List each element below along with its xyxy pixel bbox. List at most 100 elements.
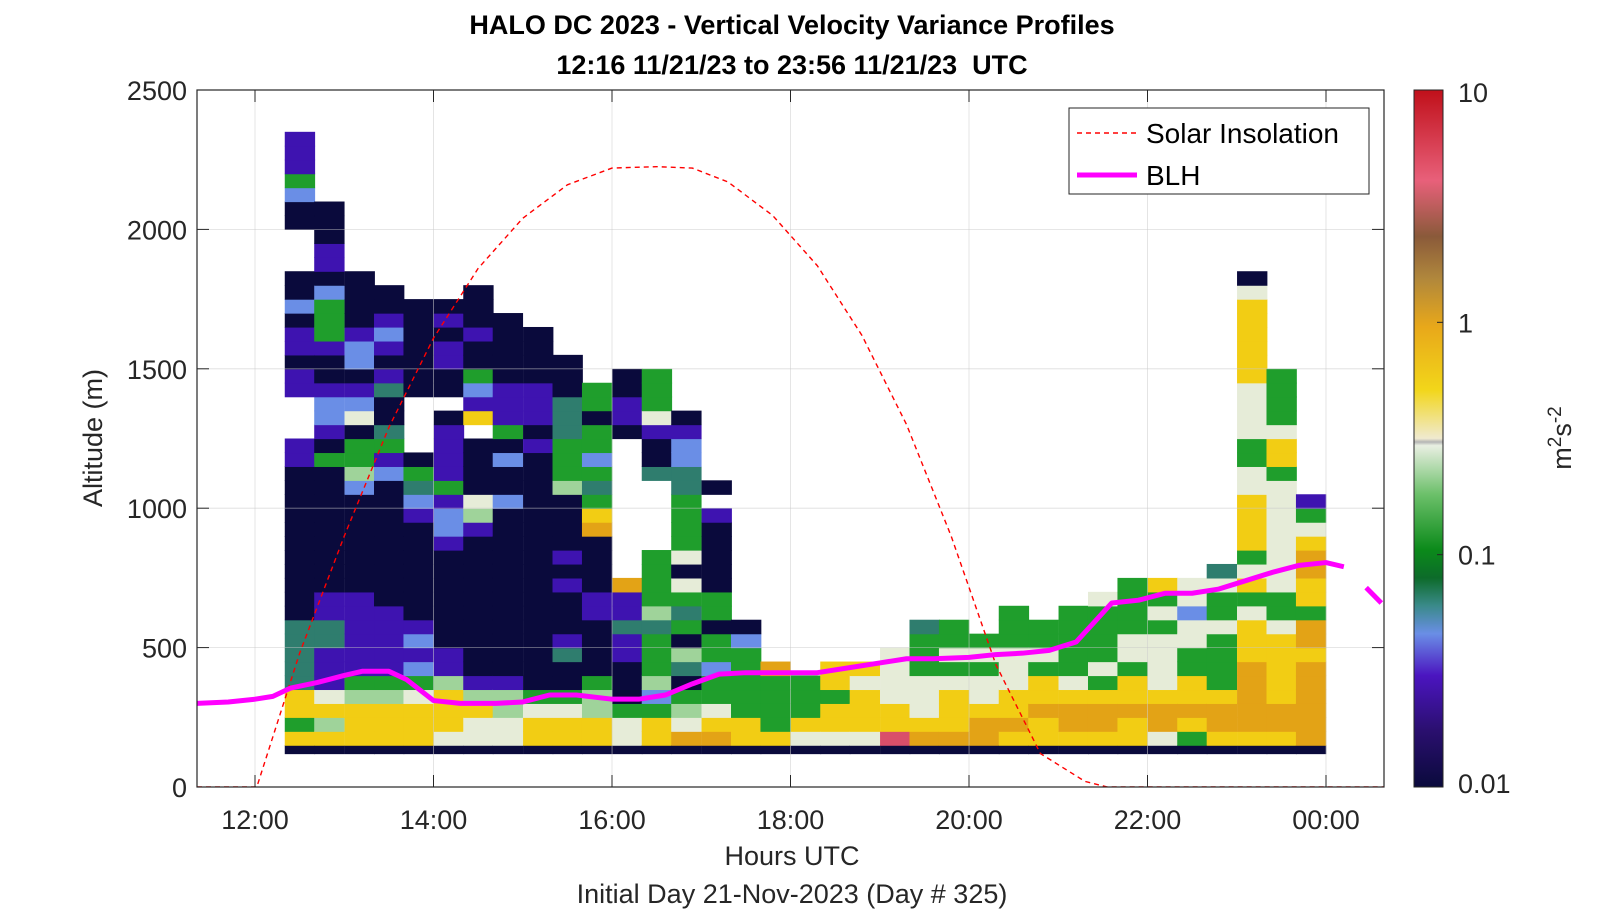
heatmap-cell [701,717,732,732]
heatmap-cell [284,299,316,314]
heatmap-cell [1206,647,1238,663]
heatmap-cell [314,271,345,286]
heatmap-cell [552,605,583,621]
heatmap-cell [849,703,881,718]
heatmap-cell [403,605,434,621]
heatmap-cell [284,689,316,704]
heatmap-cell [314,647,345,663]
heatmap-cell [1295,619,1327,635]
heatmap-cell [612,605,643,621]
heatmap-cell [403,675,434,691]
heatmap-cell [1177,689,1208,704]
heatmap-cell [552,354,583,370]
heatmap-cell [1087,717,1119,732]
heatmap-cell [374,326,405,342]
heatmap-cell [403,563,434,579]
chart-subtitle: 12:16 11/21/23 to 23:56 11/21/23 UTC [556,50,1027,80]
heatmap-cell [731,689,762,704]
legend-box [1068,107,1370,195]
heatmap-cell [1266,480,1297,495]
heatmap-cell [701,508,732,523]
solar-insolation-line [197,165,1384,787]
heatmap-cell [492,647,524,663]
heatmap-cell [938,689,970,704]
heatmap-cell [492,633,524,649]
heatmap-cell [433,550,465,565]
heatmap-cell [433,354,465,370]
heatmap-cell [1177,577,1208,593]
heatmap-cell [671,731,702,746]
heatmap-cell [492,591,524,607]
heatmap-cell [492,340,524,356]
heatmap-cell [492,313,524,328]
heatmap-cell [1237,536,1268,551]
heatmap-cell [1058,605,1089,621]
heatmap-cell [433,299,465,314]
heatmap-cell [492,480,524,495]
heatmap-cell [880,731,911,746]
heatmap-cell [552,480,583,495]
heatmap-cell [1237,271,1268,286]
heatmap-cell [581,703,613,718]
heatmap-cell [1117,703,1148,718]
heatmap-cell [671,410,702,426]
heatmap-cell [1177,717,1208,732]
heatmap-cell [344,340,375,356]
heatmap-cell [581,591,613,607]
heatmap-cell [701,577,732,593]
heatmap-cell [284,131,316,147]
heatmap-cell [523,717,554,732]
heatmap-cell [314,577,345,593]
heatmap-cell [671,647,702,663]
heatmap-cell [1237,340,1268,356]
heatmap-cell [880,745,911,755]
legend: Solar Insolation BLH [1068,107,1370,195]
heatmap-cell [492,675,524,691]
heatmap-cell [581,717,613,732]
heatmap-cell [314,619,345,635]
heatmap-cell [344,466,375,481]
heatmap-cell [284,591,316,607]
heatmap-cell [552,410,583,426]
heatmap-cell [820,675,851,691]
heatmap-cell [760,675,791,691]
heatmap-cell [492,563,524,579]
heatmap-cell [760,717,791,732]
heatmap-cell [552,550,583,565]
heatmap-cell [641,550,673,565]
heatmap-cell [552,717,583,732]
heatmap-cell [1295,745,1327,755]
heatmap-cell [463,452,494,467]
heatmap-cell [463,703,494,718]
heatmap-cell [1058,731,1089,746]
heatmap-cell [314,243,345,258]
heatmap-cell [1266,647,1297,663]
heatmap-cell [938,703,970,718]
heatmap-cell [969,675,1000,691]
heatmap-cell [1206,661,1238,677]
heatmap-cell [314,661,345,677]
heatmap-cell [403,661,434,677]
heatmap-cell [374,410,405,426]
heatmap-cell [671,466,702,481]
heatmap-cell [641,466,673,481]
heatmap-cell [284,605,316,621]
heatmap-cell [403,745,434,755]
heatmap-cell [523,480,554,495]
heatmap-cell [403,522,434,537]
heatmap-cell [284,215,316,230]
heatmap-cell [641,591,673,607]
heatmap-cell [880,717,911,732]
heatmap-cell [969,689,1000,704]
heatmap-cell [1177,605,1208,621]
heatmap-cell [463,340,494,356]
heatmap-cell [641,563,673,579]
heatmap-cell [671,508,702,523]
heatmap-cell [463,285,494,300]
heatmap-cell [1206,591,1238,607]
heatmap-cell [284,522,316,537]
heatmap-cell [1266,577,1297,593]
heatmap-cell [1266,591,1297,607]
heatmap-cell [1295,522,1327,537]
colorbar-tick-label: 1 [1458,308,1473,338]
